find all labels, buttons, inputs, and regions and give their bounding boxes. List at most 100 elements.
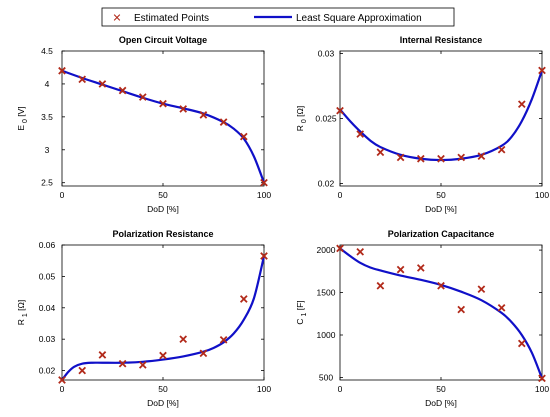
data-point	[396, 153, 405, 162]
data-point	[138, 361, 147, 369]
data-point	[477, 285, 486, 293]
y-tick-label: 0.02	[39, 366, 56, 376]
data-point	[260, 252, 268, 260]
y-tick-label: 4.5	[41, 46, 53, 56]
data-point-stroke	[159, 99, 167, 108]
axes-box	[339, 50, 543, 187]
data-point-stroke	[517, 339, 526, 348]
data-point	[356, 130, 365, 138]
y-tick-label: 1000	[317, 330, 336, 340]
data-point	[497, 303, 506, 312]
data-point	[98, 351, 107, 359]
data-point-stroke	[98, 80, 107, 88]
y-tick-label: 3.5	[41, 112, 53, 122]
x-tick-label: 50	[158, 190, 168, 200]
y-tick-label: 0.02	[318, 178, 335, 188]
x-axis-label: DoD [%]	[425, 398, 457, 408]
legend-marker: ✕	[112, 12, 121, 25]
data-point	[517, 339, 526, 348]
data-point-stroke	[497, 145, 506, 154]
x-tick-label: 100	[257, 190, 271, 200]
x-tick-label: 0	[338, 384, 343, 394]
data-point-stroke	[179, 335, 188, 344]
data-point	[376, 148, 385, 157]
data-point	[477, 152, 486, 160]
data-point	[159, 351, 167, 360]
data-point-stroke	[356, 247, 365, 256]
data-point	[457, 305, 466, 314]
data-point-stroke	[219, 118, 228, 126]
data-point-stroke	[138, 93, 147, 101]
data-point	[538, 66, 546, 75]
data-point	[437, 154, 445, 163]
y-axis-label: R 0 [Ω]	[295, 106, 308, 131]
x-axis-label: DoD [%]	[425, 204, 457, 214]
data-point-stroke	[457, 305, 466, 314]
y-axis-label: C 1 [F]	[295, 300, 308, 324]
data-point	[376, 281, 385, 290]
data-point	[437, 281, 445, 290]
panel-title: Internal Resistance	[400, 35, 483, 45]
data-point-stroke	[517, 100, 526, 109]
data-point-stroke	[477, 285, 486, 293]
x-tick-label: 100	[535, 384, 549, 394]
data-point	[199, 349, 208, 358]
x-tick-label: 50	[436, 190, 446, 200]
x-tick-label: 0	[60, 384, 65, 394]
y-tick-label: 0.03	[318, 49, 335, 59]
data-point	[336, 244, 344, 253]
x-tick-label: 0	[338, 190, 343, 200]
data-point	[219, 335, 228, 344]
data-point-stroke	[138, 361, 147, 369]
x-tick-label: 0	[60, 190, 65, 200]
data-point-stroke	[538, 66, 546, 75]
x-tick-label: 50	[436, 384, 446, 394]
data-point-stroke	[336, 106, 344, 115]
fit-line	[61, 69, 266, 184]
panel-2: Internal Resistance 0 50 100 0.02 0.025 0.03 Do…	[295, 35, 549, 214]
data-point	[517, 100, 526, 109]
data-point-stroke	[199, 349, 208, 358]
data-point-stroke	[98, 351, 107, 359]
data-point	[239, 295, 248, 303]
data-point	[497, 145, 506, 154]
y-tick-label: 1500	[317, 288, 336, 298]
data-point-stroke	[437, 154, 445, 163]
x-tick-label: 50	[158, 384, 168, 394]
panel-1: Open Circuit Voltage 0 50 100 2.5 3 3.5 4 4.5 DoD…	[16, 35, 271, 214]
fit-line	[339, 247, 544, 379]
data-point	[179, 105, 188, 113]
data-point-stroke	[78, 75, 87, 84]
data-point	[457, 153, 466, 162]
legend-points-label: Estimated Points	[134, 13, 209, 24]
data-point	[98, 80, 107, 88]
y-tick-label: 3	[45, 145, 50, 155]
panel-title: Open Circuit Voltage	[119, 35, 207, 45]
data-point	[416, 154, 425, 163]
data-point	[396, 265, 405, 274]
data-point	[219, 118, 228, 126]
data-point-stroke	[376, 148, 385, 157]
data-point-stroke	[396, 153, 405, 162]
data-point	[159, 99, 167, 108]
x-axis-label: DoD [%]	[147, 204, 179, 214]
data-point-stroke	[538, 374, 546, 383]
data-point	[78, 366, 87, 375]
data-point	[179, 335, 188, 344]
panel-title: Polarization Resistance	[112, 229, 213, 239]
panel-3: Polarization Resistance 0 50 100 0.02 0.03 0.0…	[16, 229, 271, 408]
data-point-stroke	[497, 303, 506, 312]
data-point	[260, 178, 268, 187]
data-point-stroke	[58, 66, 66, 75]
axes-box	[339, 244, 543, 381]
data-point-stroke	[457, 153, 466, 162]
data-point-stroke	[118, 359, 127, 368]
fit-line	[61, 255, 266, 381]
data-point	[538, 374, 546, 383]
data-point-stroke	[159, 351, 167, 360]
data-point-stroke	[396, 265, 405, 274]
data-point-stroke	[199, 111, 208, 119]
data-point-stroke	[416, 264, 425, 272]
data-point-stroke	[239, 132, 248, 141]
